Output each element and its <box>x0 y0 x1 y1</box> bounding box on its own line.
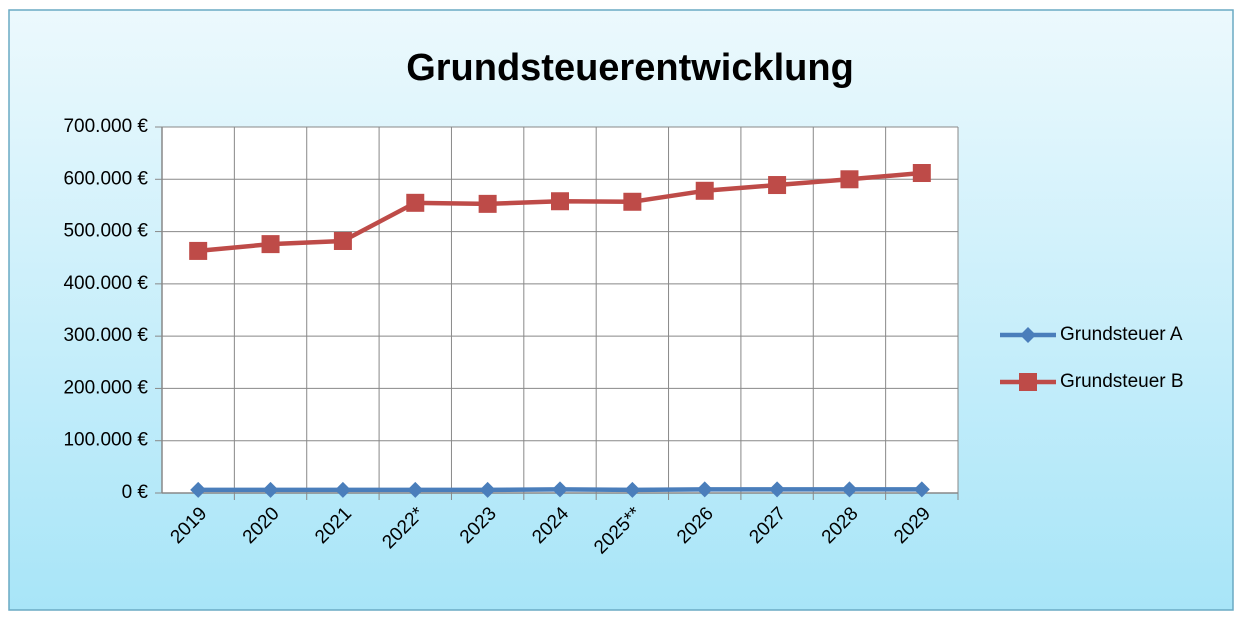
legend-marker <box>1019 373 1037 391</box>
data-point <box>334 481 351 498</box>
data-point <box>695 181 714 200</box>
data-point <box>912 164 931 183</box>
legend-label: Grundsteuer A <box>1060 324 1183 345</box>
data-point <box>552 481 568 498</box>
y-tick-label: 600.000 € <box>63 168 148 189</box>
y-tick-label: 400.000 € <box>63 273 148 294</box>
y-tick-label: 500.000 € <box>63 221 148 242</box>
y-tick-label: 0 € <box>122 482 149 503</box>
legend-marker <box>1020 327 1036 343</box>
data-point <box>841 481 858 498</box>
data-point <box>913 481 930 498</box>
chart-title: Grundsteuerentwicklung <box>406 47 854 89</box>
data-point <box>407 481 424 498</box>
data-point <box>623 192 642 211</box>
data-point <box>406 193 425 212</box>
data-point <box>478 194 497 213</box>
y-tick-label: 700.000 € <box>63 116 148 137</box>
y-tick-label: 100.000 € <box>63 430 148 451</box>
data-point <box>624 481 641 498</box>
data-point <box>551 192 569 211</box>
data-point <box>261 235 280 254</box>
data-point <box>190 481 207 498</box>
data-point <box>262 481 279 498</box>
data-point <box>840 170 859 189</box>
y-tick-label: 200.000 € <box>63 377 148 398</box>
y-tick-label: 300.000 € <box>63 325 148 346</box>
data-point <box>769 481 786 498</box>
legend-label: Grundsteuer B <box>1060 371 1184 392</box>
data-point <box>189 241 208 260</box>
data-point <box>696 481 713 498</box>
data-point <box>768 176 787 195</box>
data-point <box>479 481 496 498</box>
plot-area <box>162 127 958 493</box>
data-point <box>333 231 352 250</box>
